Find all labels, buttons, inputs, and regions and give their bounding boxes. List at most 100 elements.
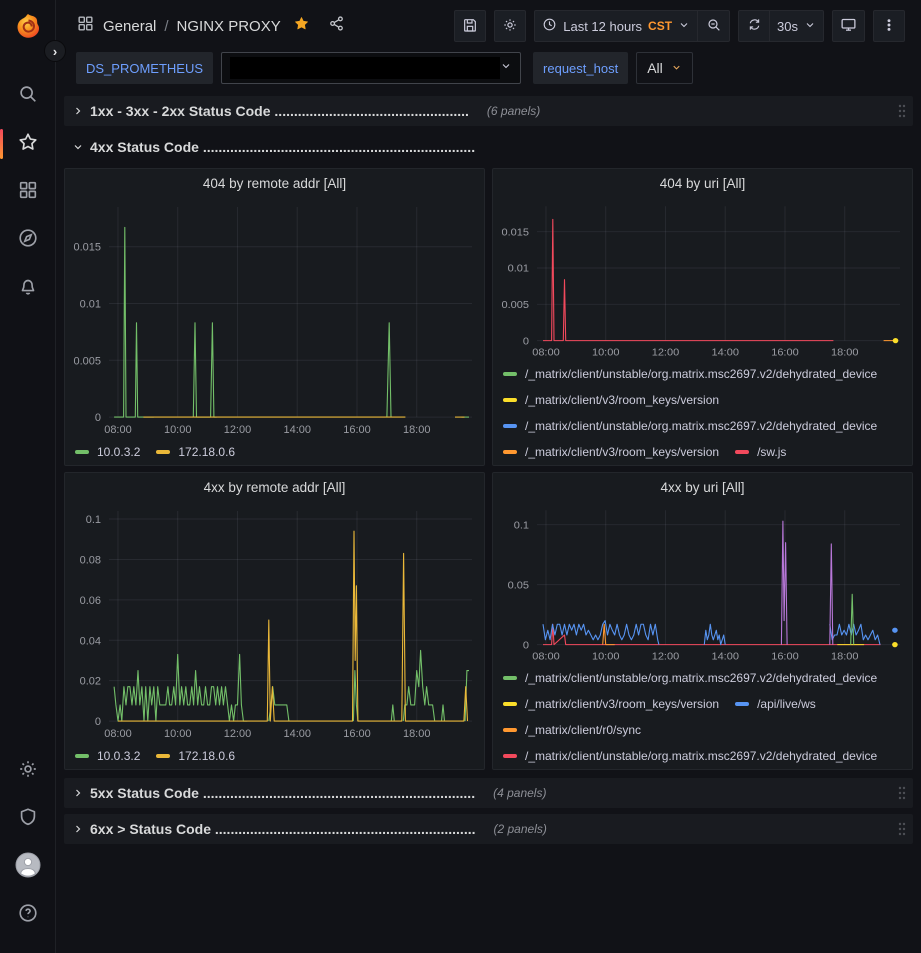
panel-grid: 404 by remote addr [All] 0 0.005 0.01 0.015 0… <box>64 168 913 770</box>
legend-series-swatch <box>503 450 517 454</box>
cycle-view-mode-button[interactable] <box>832 10 865 42</box>
zoom-out-icon <box>706 17 722 36</box>
sidebar-expand-chevron[interactable]: › <box>44 40 66 62</box>
legend-item[interactable]: 10.0.3.2 <box>75 743 140 769</box>
breadcrumb-grid-icon <box>76 14 95 38</box>
save-dashboard-button[interactable] <box>454 10 487 42</box>
legend-series-swatch <box>735 450 750 454</box>
legend-series-label: /_matrix/client/v3/room_keys/version <box>525 445 720 459</box>
legend-item[interactable]: /_matrix/client/unstable/org.matrix.msc2… <box>503 665 877 691</box>
time-range-label: Last 12 hours <box>563 18 643 34</box>
breadcrumb-dashboard-title[interactable]: NGINX PROXY <box>176 17 281 35</box>
zoom-out-button[interactable] <box>698 10 731 42</box>
panel-title[interactable]: 4xx by uri [All] <box>660 479 745 495</box>
dashboard-settings-gear-icon <box>502 17 518 36</box>
legend-series-label: /_matrix/client/unstable/org.matrix.msc2… <box>525 419 878 433</box>
legend-item[interactable]: 172.18.0.6 <box>156 743 235 769</box>
sidebar-item-explore[interactable] <box>0 216 56 264</box>
sidebar-item-server-admin[interactable] <box>0 795 56 843</box>
variable-value-ds-prometheus[interactable] <box>221 52 522 84</box>
svg-text:12:00: 12:00 <box>652 651 680 663</box>
panel-legend: /_matrix/client/unstable/org.matrix.msc2… <box>493 665 912 769</box>
row-drag-handle-icon[interactable] <box>897 821 907 837</box>
row-title: 4xx Status Code ........................… <box>90 139 476 155</box>
svg-text:10:00: 10:00 <box>592 347 620 359</box>
svg-text:18:00: 18:00 <box>831 347 859 359</box>
dashboard-row-1xx-3xx-2xx[interactable]: 1xx - 3xx - 2xx Status Code ............… <box>64 96 913 126</box>
settings-gear-icon <box>17 758 39 785</box>
panel-404-by-uri-all: 404 by uri [All] 0 0.005 0.01 0.015 08:00 10:0… <box>492 168 913 466</box>
svg-text:0.08: 0.08 <box>80 554 101 566</box>
svg-text:18:00: 18:00 <box>403 728 431 740</box>
panel-title[interactable]: 404 by uri [All] <box>659 175 746 191</box>
dashboard-settings-button[interactable] <box>494 10 527 42</box>
refresh-interval-label: 30s <box>777 18 798 34</box>
row-panel-count: (2 panels) <box>493 822 547 836</box>
sidebar-item-help[interactable] <box>0 891 56 939</box>
svg-text:0.1: 0.1 <box>86 514 101 526</box>
sidebar-item-dashboards[interactable] <box>0 168 56 216</box>
panel-title[interactable]: 4xx by remote addr [All] <box>203 479 346 495</box>
legend-item[interactable]: /_matrix/client/v3/room_keys/version <box>503 439 719 465</box>
explore-compass-icon <box>17 227 39 254</box>
chart-plot-area[interactable]: 0 0.005 0.01 0.015 08:00 10:00 12:00 14:00 16:00… <box>65 197 484 439</box>
sidebar-item-starred[interactable] <box>0 120 56 168</box>
legend-series-label: /_matrix/client/v3/room_keys/version <box>525 393 720 407</box>
variable-value-request-host[interactable]: All <box>636 52 693 84</box>
time-range-picker[interactable]: Last 12 hours CST <box>534 10 699 42</box>
row-drag-handle-icon[interactable] <box>897 785 907 801</box>
share-icon[interactable] <box>328 15 345 37</box>
favorite-star-icon[interactable] <box>293 15 310 37</box>
refresh-button[interactable] <box>738 10 771 42</box>
save-icon <box>462 17 478 36</box>
sidebar-item-alerting[interactable] <box>0 264 56 312</box>
legend-series-swatch <box>75 450 89 454</box>
svg-text:18:00: 18:00 <box>403 424 431 436</box>
tv-monitor-icon <box>840 16 857 36</box>
legend-item[interactable]: /sw.js <box>735 439 786 465</box>
chart-plot-area[interactable]: 0 0.05 0.1 08:00 10:00 12:00 14:00 16:00 18:00 <box>493 501 912 665</box>
panel-4xx-by-remote-addr-all: 4xx by remote addr [All] 0 0.02 0.04 0.06 0.0… <box>64 472 485 770</box>
caret-down-icon <box>500 59 512 77</box>
svg-text:16:00: 16:00 <box>343 728 371 740</box>
svg-text:08:00: 08:00 <box>532 651 560 663</box>
svg-text:12:00: 12:00 <box>224 728 252 740</box>
legend-item[interactable]: /_matrix/client/v3/room_keys/version <box>503 387 719 413</box>
legend-item[interactable]: 172.18.0.6 <box>156 439 235 465</box>
grafana-logo[interactable] <box>13 12 43 42</box>
kebab-menu-icon <box>881 17 897 36</box>
svg-text:12:00: 12:00 <box>224 424 252 436</box>
legend-item[interactable]: /_matrix/client/r0/sync <box>503 717 641 743</box>
legend-item[interactable]: /_matrix/client/unstable/org.matrix.msc2… <box>503 361 877 387</box>
dashboard-row-5xx[interactable]: 5xx Status Code ........................… <box>64 778 913 808</box>
sidebar-item-profile[interactable] <box>0 843 56 891</box>
svg-text:0.01: 0.01 <box>508 263 530 275</box>
breadcrumb-section[interactable]: General <box>103 17 157 35</box>
kebab-menu-button[interactable] <box>873 10 905 42</box>
legend-series-swatch <box>503 702 517 706</box>
legend-item[interactable]: /_matrix/client/unstable/org.matrix.msc2… <box>503 743 877 769</box>
legend-item[interactable]: /_matrix/client/unstable/org.matrix.msc2… <box>503 413 877 439</box>
legend-item[interactable]: /_matrix/client/v3/room_keys/version <box>503 691 719 717</box>
svg-text:10:00: 10:00 <box>164 728 192 740</box>
row-title: 5xx Status Code ........................… <box>90 785 476 801</box>
panel-title[interactable]: 404 by remote addr [All] <box>202 175 347 191</box>
refresh-interval-picker[interactable]: 30s <box>770 10 824 42</box>
top-nav: General / NGINX PROXY <box>56 0 921 52</box>
sidebar-item-search[interactable] <box>0 72 56 120</box>
panel-legend: 10.0.3.2 172.18.0.6 <box>65 743 484 769</box>
legend-series-label: 172.18.0.6 <box>178 749 236 763</box>
dashboard-row-6xx[interactable]: 6xx > Status Code ......................… <box>64 814 913 844</box>
legend-series-swatch <box>156 754 171 758</box>
sidebar-item-configuration[interactable] <box>0 747 56 795</box>
chart-plot-area[interactable]: 0 0.005 0.01 0.015 08:00 10:00 12:00 14:00 16:00… <box>493 197 912 361</box>
legend-item[interactable]: 10.0.3.2 <box>75 439 140 465</box>
legend-item[interactable]: /api/live/ws <box>735 691 816 717</box>
chart-plot-area[interactable]: 0 0.02 0.04 0.06 0.08 0.1 08:00 10:00 12:00 14:00… <box>65 501 484 743</box>
breadcrumb-divider: / <box>164 17 169 35</box>
dashboard-row-4xx[interactable]: 4xx Status Code ........................… <box>64 132 913 162</box>
svg-text:0.01: 0.01 <box>80 299 101 311</box>
row-drag-handle-icon[interactable] <box>897 103 907 119</box>
legend-series-swatch <box>503 424 517 428</box>
